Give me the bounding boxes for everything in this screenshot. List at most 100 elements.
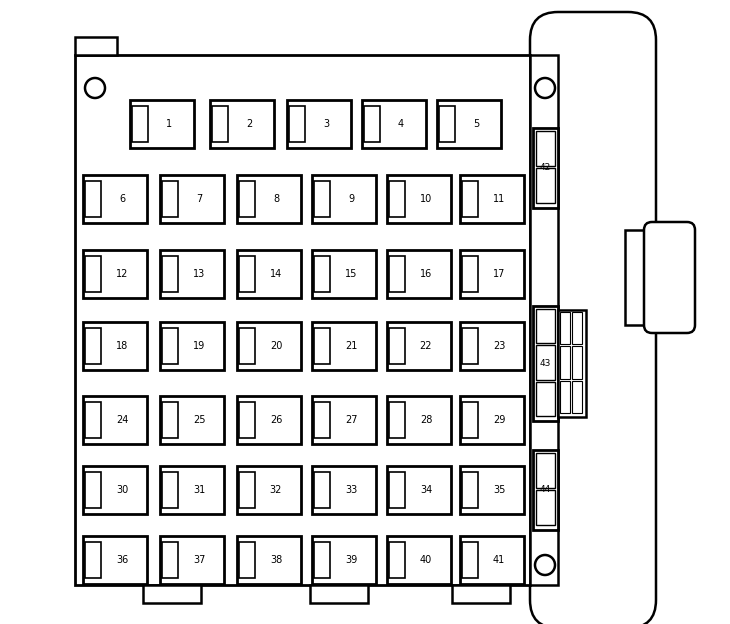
Bar	[287, 100, 351, 148]
Bar	[289, 106, 305, 142]
Bar	[312, 175, 376, 223]
Bar	[75, 37, 117, 55]
Text: 19: 19	[193, 341, 205, 351]
Text: 28: 28	[420, 415, 432, 425]
Bar	[162, 256, 178, 292]
Bar	[452, 585, 510, 603]
Bar	[312, 536, 376, 584]
Bar	[83, 536, 147, 584]
Text: 30: 30	[116, 485, 128, 495]
Bar	[362, 100, 426, 148]
Bar	[83, 322, 147, 370]
Bar	[239, 472, 255, 508]
Text: 4: 4	[398, 119, 404, 129]
Bar	[162, 402, 178, 438]
Bar	[387, 396, 451, 444]
Bar	[143, 585, 201, 603]
Bar	[239, 181, 255, 217]
Bar	[560, 346, 570, 379]
Bar	[364, 106, 380, 142]
Bar	[162, 542, 178, 578]
Bar	[312, 466, 376, 514]
Bar	[310, 585, 368, 603]
Text: 17: 17	[493, 269, 505, 279]
Text: 1: 1	[166, 119, 172, 129]
Text: 16: 16	[420, 269, 432, 279]
Text: 18: 18	[116, 341, 128, 351]
Bar	[237, 250, 301, 298]
Bar	[314, 256, 330, 292]
Bar	[160, 250, 224, 298]
Bar	[536, 345, 555, 379]
Bar	[462, 402, 478, 438]
Bar	[460, 322, 524, 370]
Bar	[387, 466, 451, 514]
Bar	[212, 106, 228, 142]
Bar	[536, 309, 555, 343]
Bar	[85, 181, 101, 217]
Bar	[462, 256, 478, 292]
Bar	[462, 472, 478, 508]
Bar	[533, 450, 558, 530]
Bar	[625, 230, 680, 325]
Bar	[536, 168, 555, 203]
Bar	[462, 542, 478, 578]
Text: 26: 26	[270, 415, 283, 425]
Text: 37: 37	[193, 555, 205, 565]
Text: 20: 20	[270, 341, 283, 351]
Bar	[162, 328, 178, 364]
Bar	[530, 55, 558, 585]
Bar	[160, 322, 224, 370]
Bar	[85, 542, 101, 578]
Text: 23: 23	[493, 341, 505, 351]
Text: 41: 41	[493, 555, 505, 565]
Text: 12: 12	[116, 269, 128, 279]
Text: 14: 14	[270, 269, 282, 279]
Bar	[160, 536, 224, 584]
Bar	[572, 312, 582, 344]
Bar	[83, 396, 147, 444]
Bar	[85, 328, 101, 364]
Bar	[85, 402, 101, 438]
Bar	[389, 328, 405, 364]
Bar	[239, 256, 255, 292]
Bar	[560, 381, 570, 413]
Bar	[389, 542, 405, 578]
Bar	[387, 536, 451, 584]
Text: 32: 32	[270, 485, 283, 495]
Bar	[237, 175, 301, 223]
Text: 3: 3	[323, 119, 329, 129]
Bar	[210, 100, 274, 148]
Text: 36: 36	[116, 555, 128, 565]
Text: 27: 27	[345, 415, 357, 425]
Bar	[389, 256, 405, 292]
Bar	[314, 542, 330, 578]
Bar	[160, 466, 224, 514]
Bar	[387, 175, 451, 223]
Bar	[533, 128, 558, 208]
Bar	[239, 542, 255, 578]
Text: 15: 15	[345, 269, 357, 279]
Bar	[387, 322, 451, 370]
Bar	[536, 490, 555, 525]
Bar	[437, 100, 501, 148]
Bar	[536, 131, 555, 166]
Bar	[237, 322, 301, 370]
Bar	[462, 328, 478, 364]
Text: 44: 44	[540, 485, 551, 494]
Bar	[85, 256, 101, 292]
Bar	[460, 396, 524, 444]
Text: 43: 43	[539, 359, 551, 368]
Bar	[572, 381, 582, 413]
Bar	[536, 382, 555, 416]
Text: 7: 7	[196, 194, 202, 204]
Bar	[237, 536, 301, 584]
Text: 10: 10	[420, 194, 432, 204]
Bar	[314, 472, 330, 508]
Text: 13: 13	[193, 269, 205, 279]
Text: 34: 34	[420, 485, 432, 495]
Text: 2: 2	[246, 119, 252, 129]
Bar	[389, 181, 405, 217]
Text: 38: 38	[270, 555, 282, 565]
Bar	[439, 106, 455, 142]
